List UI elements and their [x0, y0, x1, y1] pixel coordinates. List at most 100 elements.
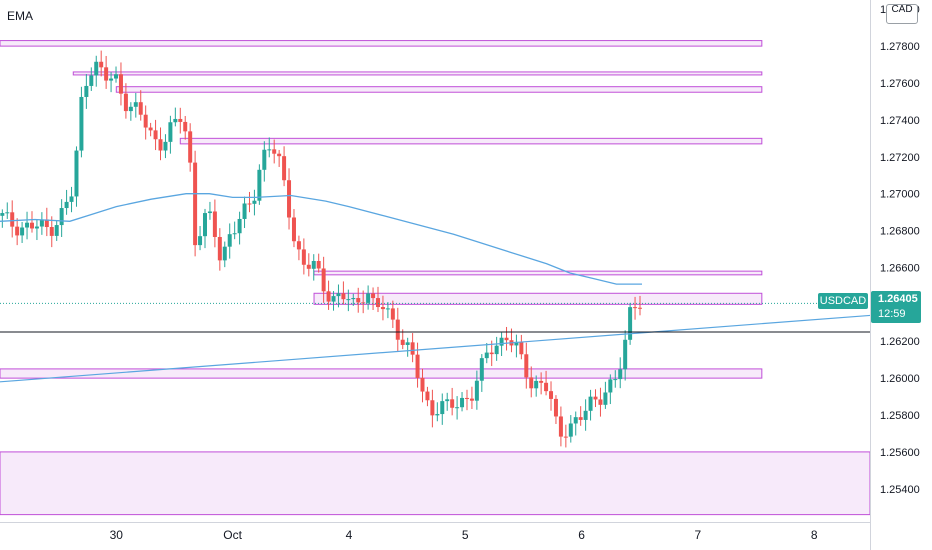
candle-body-123: [608, 379, 613, 393]
y-tick-label: 1.26200: [880, 336, 920, 348]
zone-7: [0, 451, 871, 516]
candle-body-117: [578, 417, 583, 420]
candle-body-38: [188, 131, 193, 163]
candle-body-4: [20, 227, 25, 236]
y-tick-label: 1.26800: [880, 226, 920, 238]
candle-body-24: [118, 74, 123, 94]
candle-body-33: [163, 141, 168, 151]
candle-body-85: [420, 377, 425, 392]
currency-badge[interactable]: CAD: [886, 4, 918, 24]
x-tick-label: 30: [110, 528, 124, 542]
x-tick-label: 7: [695, 528, 702, 542]
candle-body-37: [183, 121, 188, 132]
candle-body-20: [99, 61, 104, 68]
y-tick-label: 1.25400: [880, 484, 920, 496]
x-tick-label: 5: [462, 528, 469, 542]
candle-body-47: [232, 233, 237, 235]
indicator-label[interactable]: EMA: [7, 9, 34, 23]
last-price-tag: 1.26405 12:59: [871, 291, 921, 323]
candle-body-39: [193, 162, 198, 246]
candle-body-102: [504, 337, 509, 341]
candle-body-94: [464, 397, 469, 399]
y-tick-label: 1.26600: [880, 262, 920, 274]
candle-body-92: [455, 407, 460, 409]
candle-body-73: [361, 302, 366, 304]
candle-body-57: [282, 156, 287, 181]
candle-body-46: [227, 234, 232, 247]
x-tick-label: Oct: [223, 528, 242, 542]
zone-1: [72, 71, 763, 76]
x-tick-label: 8: [811, 528, 818, 542]
candle-body-90: [445, 399, 450, 402]
candle-body-30: [148, 127, 153, 131]
candle-body-129: [637, 307, 642, 309]
y-tick-label: 1.27400: [880, 115, 920, 127]
y-tick-label: 1.27200: [880, 152, 920, 164]
candle-body-93: [460, 397, 465, 408]
candle-body-42: [207, 211, 212, 214]
candle-body-7: [34, 226, 39, 229]
candle-body-48: [237, 218, 242, 234]
candle-body-112: [553, 398, 558, 417]
candle-body-21: [104, 67, 109, 81]
ema-line: [0, 193, 642, 285]
candle-body-58: [287, 180, 292, 218]
candle-body-6: [29, 222, 34, 229]
candle-body-12: [59, 208, 64, 226]
candle-body-68: [336, 293, 341, 297]
candle-body-72: [356, 298, 361, 303]
candle-body-31: [153, 130, 158, 140]
candle-body-13: [64, 201, 69, 209]
candle-body-106: [524, 354, 529, 378]
candle-body-125: [618, 369, 623, 380]
candle-body-26: [128, 106, 133, 112]
candle-body-66: [326, 291, 331, 302]
candle-body-116: [573, 417, 578, 424]
candle-body-100: [494, 345, 499, 355]
candle-body-29: [143, 114, 148, 128]
symbol-tag: USDCAD: [818, 293, 868, 309]
candle-body-89: [440, 401, 445, 415]
candle-body-80: [395, 319, 400, 340]
candle-body-0: [0, 213, 5, 216]
trendline: [0, 314, 871, 383]
candle-body-50: [247, 203, 252, 205]
candle-body-104: [514, 341, 519, 346]
candle-body-71: [351, 298, 356, 300]
candle-body-53: [262, 149, 267, 170]
candle-body-1: [5, 212, 10, 214]
candle-body-120: [593, 396, 598, 400]
candle-body-113: [558, 416, 563, 437]
candle-body-32: [158, 139, 163, 151]
candle-body-83: [410, 342, 415, 355]
candle-body-25: [123, 93, 128, 112]
candle-body-124: [613, 379, 618, 381]
candle-body-5: [25, 222, 30, 228]
zone-3: [179, 137, 763, 145]
zone-2: [115, 86, 763, 93]
candle-body-87: [430, 400, 435, 416]
candle-body-64: [316, 260, 321, 269]
candle-body-96: [474, 380, 479, 401]
candle-body-2: [10, 212, 15, 227]
candle-body-84: [415, 354, 420, 378]
last-price-value: 1.26405: [878, 293, 918, 305]
candle-body-81: [400, 339, 405, 345]
candle-body-121: [598, 399, 603, 405]
candle-body-17: [84, 85, 89, 97]
candle-body-70: [346, 299, 351, 301]
candle-body-62: [306, 264, 311, 269]
candle-body-11: [54, 225, 59, 236]
candle-body-14: [69, 196, 74, 202]
candle-body-108: [534, 380, 539, 389]
currency-text: CAD: [891, 4, 913, 15]
candle-body-44: [217, 236, 222, 261]
candle-body-8: [39, 219, 44, 227]
candle-body-99: [489, 352, 494, 355]
candle-body-98: [484, 352, 489, 359]
candle-body-60: [296, 241, 301, 250]
candle-body-76: [376, 298, 381, 308]
candle-body-107: [529, 377, 534, 389]
